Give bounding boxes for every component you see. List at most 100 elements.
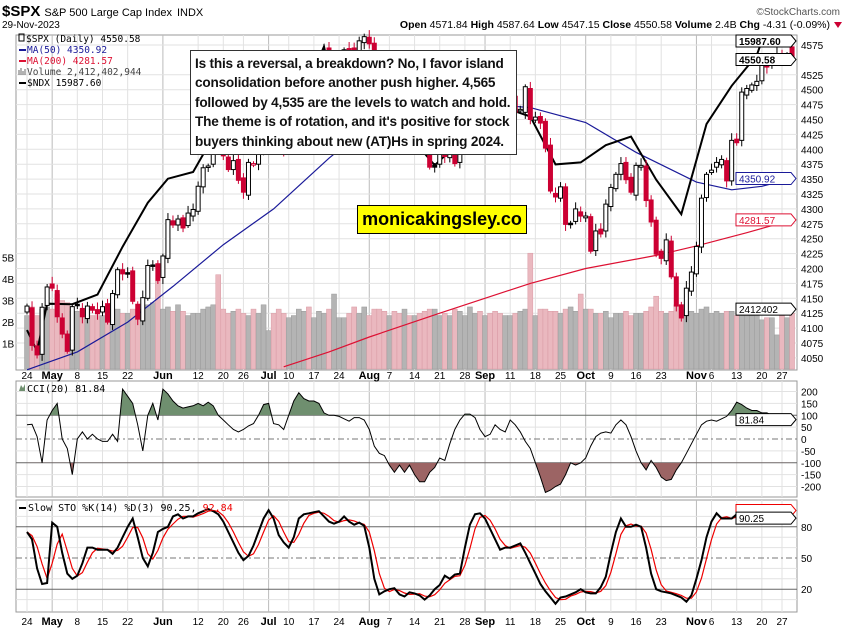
volume-bar [401, 308, 408, 370]
candle-body [527, 88, 533, 121]
volume-bar [492, 311, 498, 370]
volume-bar [628, 315, 634, 370]
candle-body [180, 217, 186, 229]
candle-body [84, 305, 90, 320]
volume-bar [195, 313, 201, 370]
volume-bar [643, 311, 649, 370]
volume-bar [774, 334, 780, 370]
x-tick-label: Aug [359, 370, 380, 382]
ma50-value-badge: 4350.92 [735, 172, 797, 186]
candle-body [613, 173, 619, 190]
x-tick-label: 26 [238, 371, 250, 382]
ma200-value-badge-shape [735, 213, 797, 227]
candle-body [225, 156, 231, 171]
cci-tick-label: 50 [801, 423, 813, 434]
volume-tick-label: 5B [2, 254, 15, 265]
x-tick-label: 14 [409, 617, 421, 628]
volume-bar [341, 317, 347, 370]
volume-bar [648, 306, 654, 370]
volume-value-badge: 2412402 [735, 302, 797, 316]
candle-body [89, 306, 95, 311]
volume-bar [371, 308, 378, 370]
candle-body [749, 84, 755, 91]
volume-bar [708, 313, 715, 370]
price-tick-label: 4425 [801, 130, 824, 141]
x-tick-label: Nov [686, 616, 708, 628]
x-tick-label: Jun [153, 616, 173, 628]
volume-bar [326, 308, 332, 370]
candle-body [558, 186, 564, 199]
volume-bar [421, 311, 428, 370]
candle-body [522, 86, 528, 113]
volume-bar [668, 311, 675, 370]
volume-bar [170, 311, 176, 370]
cci-icon [19, 384, 25, 391]
x-tick-label: 11 [505, 371, 516, 382]
x-tick-label: 27 [776, 617, 788, 628]
candle-body [603, 203, 609, 232]
annotation-line: The theme is of rotation, and it's posit… [195, 114, 510, 130]
volume-bar [587, 308, 594, 370]
sto-tick-label: 80 [801, 523, 813, 534]
price-tick-label: 4575 [801, 41, 824, 52]
candle-body [729, 139, 735, 182]
volume-bar [225, 313, 232, 370]
volume-bar [316, 311, 322, 370]
volume-bar [718, 313, 725, 370]
volume-bar [472, 313, 478, 370]
volume-bar [517, 311, 524, 370]
volume-bar [150, 302, 156, 370]
candle-body [145, 265, 151, 299]
annotation-line: buyers thinking about new (AT)Hs in spri… [195, 133, 504, 149]
candle-body [205, 165, 211, 168]
volume-bar [567, 306, 574, 370]
price-tick-label: 4150 [801, 294, 824, 305]
candle-body [251, 163, 256, 166]
legend-ma200: MA(200) 4281.57 [27, 56, 113, 67]
x-tick-label: 7 [387, 371, 393, 382]
volume-bar [633, 313, 639, 370]
volume-bar [291, 315, 297, 370]
price-value-badge-shape [735, 53, 797, 67]
sto-tick-label: 50 [801, 554, 813, 565]
legend-volume: Volume 2,412,402,944 [27, 67, 142, 78]
candle-body [230, 160, 236, 171]
candle-body [105, 303, 111, 323]
index-name: S&P 500 Large Cap Index [44, 7, 172, 19]
volume-bar [572, 311, 579, 370]
x-tick-label: Nov [686, 370, 708, 382]
x-tick-label: 20 [756, 617, 768, 628]
volume-bar [230, 311, 237, 370]
cci-value-badge-text: 81.84 [739, 416, 764, 427]
volume-bar [723, 311, 730, 370]
volume-tick-label: 1B [2, 340, 15, 351]
volume-bar [754, 313, 760, 370]
candle-body [638, 164, 644, 168]
volume-bar [255, 313, 262, 370]
candle-body [734, 138, 740, 144]
x-tick-label: 7 [387, 617, 393, 628]
exchange: INDX [177, 7, 204, 19]
ma50-swatch [19, 49, 26, 51]
volume-bar [512, 313, 518, 370]
x-tick-label: 12 [193, 371, 205, 382]
cci-tick-label: -200 [801, 483, 821, 494]
price-value-badge: 4550.58 [735, 53, 797, 67]
candle-body [547, 144, 553, 192]
cci-line [26, 387, 793, 494]
volume-bar [180, 311, 186, 370]
candle-body [79, 307, 85, 318]
volume-bar [260, 304, 267, 370]
price-tick-label: 4525 [801, 71, 824, 82]
volume-bar [683, 315, 690, 370]
candle-body [678, 304, 684, 319]
x-tick-label: Aug [359, 616, 380, 628]
volume-bar [582, 308, 589, 370]
candle-body [714, 161, 720, 168]
cci-value-badge-shape [735, 413, 797, 427]
volume-bar [673, 304, 680, 370]
volume-bar [598, 313, 604, 370]
x-tick-label: 26 [238, 617, 250, 628]
candle-body [648, 199, 654, 223]
x-tick-label: 18 [530, 371, 542, 382]
